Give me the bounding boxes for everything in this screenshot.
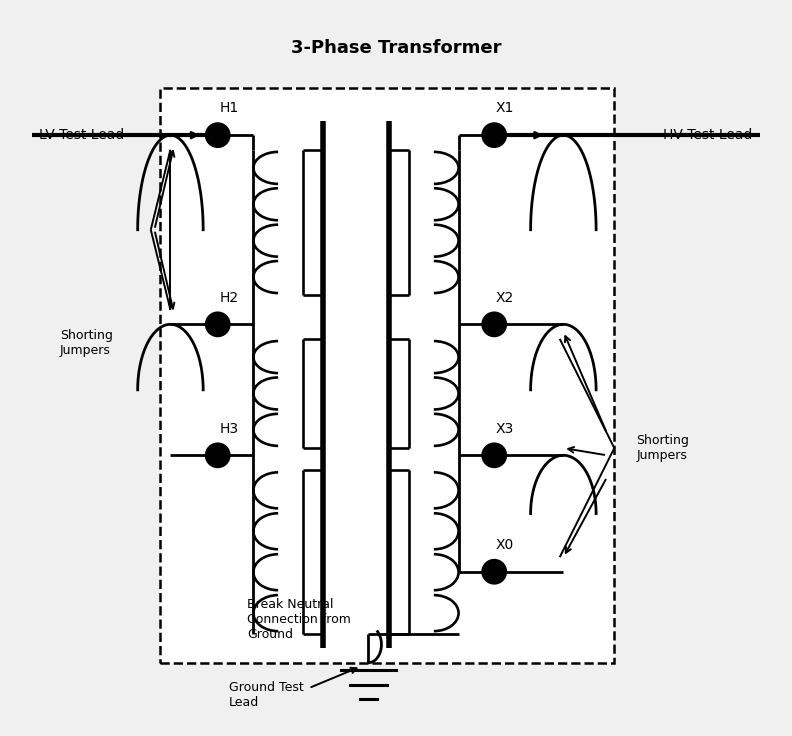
Text: X1: X1 bbox=[496, 102, 514, 116]
Text: X0: X0 bbox=[496, 538, 514, 552]
Circle shape bbox=[206, 313, 230, 336]
Text: Ground Test
Lead: Ground Test Lead bbox=[229, 682, 303, 710]
Text: LV Test Lead: LV Test Lead bbox=[40, 128, 124, 142]
Text: H3: H3 bbox=[219, 422, 238, 436]
FancyBboxPatch shape bbox=[159, 88, 615, 662]
Text: Break Neutral
Connection from
Ground: Break Neutral Connection from Ground bbox=[247, 598, 351, 640]
Text: X3: X3 bbox=[496, 422, 514, 436]
Circle shape bbox=[206, 444, 230, 467]
Text: Shorting
Jumpers: Shorting Jumpers bbox=[60, 328, 112, 356]
Text: Shorting
Jumpers: Shorting Jumpers bbox=[636, 434, 689, 462]
Circle shape bbox=[482, 313, 506, 336]
Circle shape bbox=[482, 124, 506, 146]
Text: X2: X2 bbox=[496, 291, 514, 305]
Circle shape bbox=[206, 124, 230, 146]
Text: HV Test Lead: HV Test Lead bbox=[663, 128, 752, 142]
Text: 3-Phase Transformer: 3-Phase Transformer bbox=[291, 39, 501, 57]
Circle shape bbox=[482, 560, 506, 584]
Circle shape bbox=[482, 444, 506, 467]
Text: H2: H2 bbox=[219, 291, 238, 305]
Text: H1: H1 bbox=[219, 102, 238, 116]
